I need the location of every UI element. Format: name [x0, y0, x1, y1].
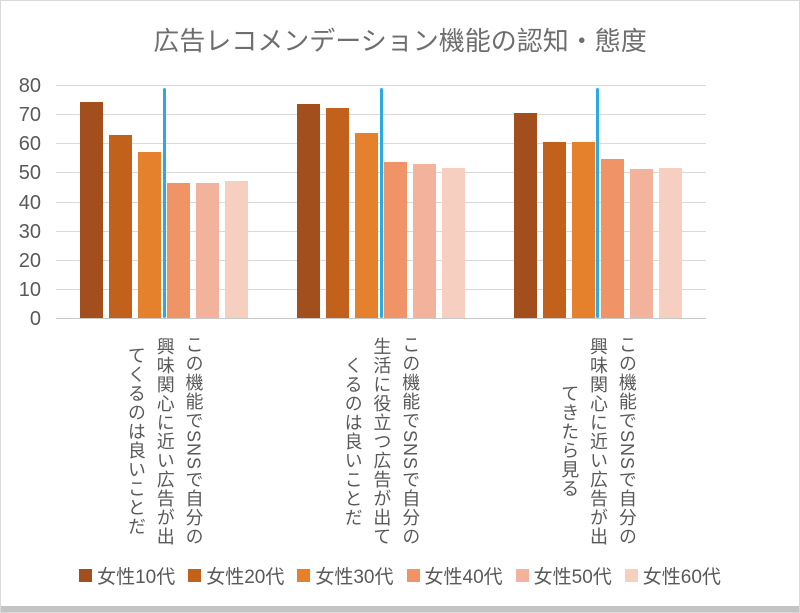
- divider-line-cat3: [596, 87, 600, 318]
- legend-item-2: 女性20代: [188, 562, 284, 589]
- legend-swatch-icon: [515, 569, 529, 582]
- bar-group-3: [513, 86, 682, 319]
- legend-item-1: 女性10代: [79, 562, 175, 589]
- legend-label: 女性60代: [642, 567, 721, 588]
- legend-label: 女性10代: [97, 567, 176, 588]
- legend-swatch-icon: [79, 569, 93, 582]
- bar-series2-cat3: [542, 141, 566, 318]
- legend-item-3: 女性30代: [297, 562, 394, 589]
- y-tick-label-80: 80: [18, 75, 41, 97]
- y-tick-label-10: 10: [18, 278, 41, 301]
- bar-series6-cat2: [442, 168, 465, 318]
- category-label-1: この機能でSNSで自分の 興味関心に近い広告が出 てくるのは良いことだ: [125, 335, 204, 547]
- y-tick-label-50: 50: [18, 162, 41, 185]
- bar-series5-cat2: [413, 163, 436, 318]
- legend-item-5: 女性50代: [515, 562, 612, 589]
- bar-series5-cat3: [629, 169, 653, 318]
- legend-swatch-icon: [297, 569, 311, 582]
- bar-series1-cat3: [513, 112, 537, 318]
- y-tick-label-0: 0: [29, 308, 41, 330]
- bar-series1-cat1: [80, 102, 104, 318]
- bar-series4-cat2: [384, 162, 407, 318]
- bar-group-1: [80, 86, 249, 319]
- bar-group-2: [297, 86, 465, 319]
- bar-series1-cat2: [297, 103, 320, 318]
- category-label-3: この機能でSNSで自分の 興味関心に近い広告が出 てきたら見る: [559, 335, 637, 547]
- y-tick-label-40: 40: [18, 191, 41, 214]
- divider-line-cat2: [379, 87, 383, 318]
- bar-series6-cat3: [658, 168, 682, 318]
- bar-series3-cat2: [355, 133, 378, 318]
- y-tick-label-30: 30: [18, 220, 41, 243]
- y-tick-label-20: 20: [18, 249, 41, 272]
- bar-series5-cat1: [196, 182, 220, 318]
- legend-label: 女性20代: [206, 567, 285, 588]
- legend-swatch-icon: [406, 569, 420, 582]
- bar-series4-cat1: [167, 182, 191, 318]
- window-edge: [1, 606, 799, 612]
- y-tick-label-70: 70: [18, 104, 41, 127]
- y-tick-label-60: 60: [18, 133, 41, 156]
- bar-series6-cat1: [225, 181, 249, 318]
- x-axis-category-labels: この機能でSNSで自分の 興味関心に近い広告が出 てくるのは良いことだ この機能で…: [56, 328, 706, 554]
- legend-swatch-icon: [188, 569, 202, 582]
- y-axis: 0 10 20 30 40 50 60 70 80: [1, 76, 47, 329]
- legend: 女性10代 女性20代 女性30代 女性40代 女性50代 女性60代: [1, 562, 799, 589]
- bar-series3-cat3: [571, 141, 595, 318]
- category-label-2: この機能でSNSで自分の 生活に役立つ広告が出て くるのは良いことだ: [342, 335, 421, 547]
- bar-series2-cat1: [109, 134, 133, 318]
- legend-label: 女性30代: [315, 567, 394, 588]
- legend-item-4: 女性40代: [406, 562, 503, 589]
- bar-series4-cat3: [600, 159, 624, 318]
- legend-label: 女性50代: [533, 567, 612, 588]
- divider-line-cat1: [162, 87, 166, 318]
- legend-label: 女性40代: [424, 567, 503, 588]
- legend-swatch-icon: [624, 569, 638, 582]
- plot-area: [56, 85, 706, 319]
- legend-item-6: 女性60代: [624, 562, 721, 589]
- bar-series3-cat1: [138, 152, 162, 318]
- chart-title: 広告レコメンデーション機能の認知・態度: [153, 26, 647, 56]
- bar-series2-cat2: [326, 108, 349, 318]
- x-axis-line: [56, 318, 706, 319]
- gridline-80: [56, 85, 706, 86]
